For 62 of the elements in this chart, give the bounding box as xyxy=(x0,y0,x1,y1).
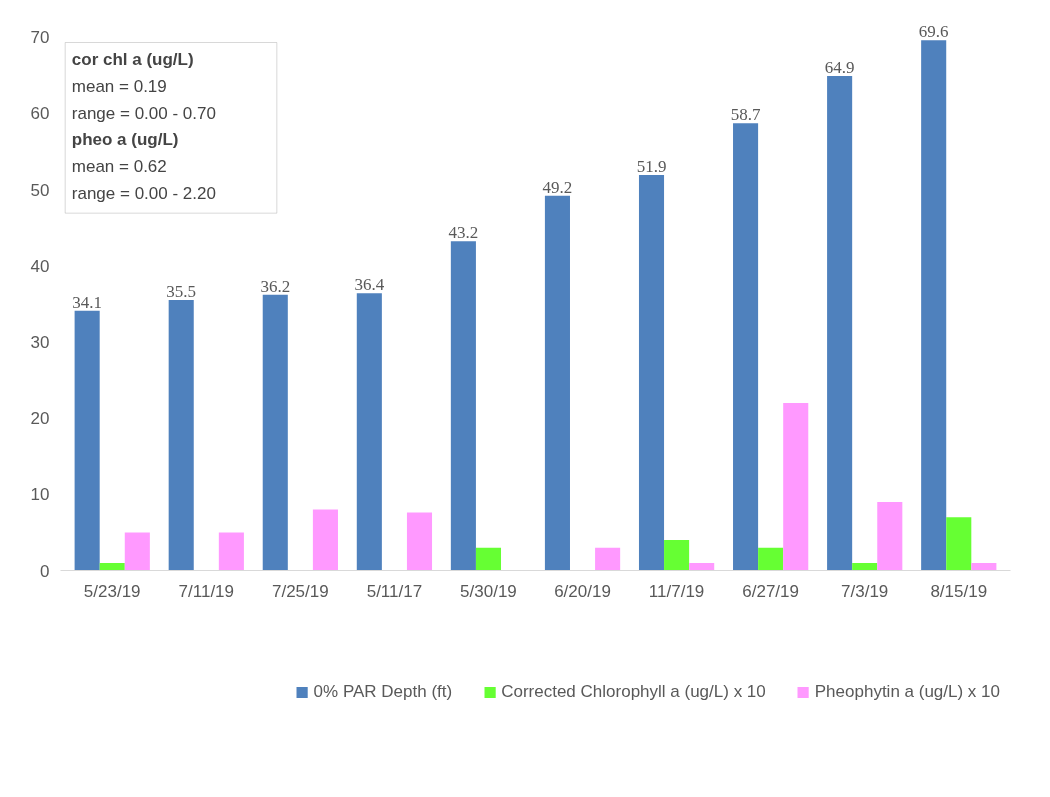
x-tick-label: 6/20/19 xyxy=(554,581,611,601)
legend-label: Pheophytin a (ug/L) x 10 xyxy=(814,681,1000,702)
annotation: mean = 0.62 xyxy=(71,156,167,176)
bar xyxy=(356,293,382,571)
bar xyxy=(544,195,570,571)
data-label: 36.2 xyxy=(260,276,291,296)
bar xyxy=(262,294,288,571)
bar xyxy=(638,175,665,571)
x-tick-label: 6/27/19 xyxy=(742,581,800,601)
bar xyxy=(124,532,150,571)
data-label: 51.9 xyxy=(636,157,667,177)
bar xyxy=(406,512,433,571)
x-tick-label: 7/25/19 xyxy=(271,581,329,601)
bar xyxy=(74,310,100,571)
bar xyxy=(475,547,502,571)
data-label: 49.2 xyxy=(542,177,573,197)
y-tick-label: 40 xyxy=(30,256,50,276)
data-label: 64.9 xyxy=(824,58,855,78)
data-label: 36.4 xyxy=(354,275,385,295)
x-tick-label: 7/3/19 xyxy=(841,581,889,601)
annotation: range = 0.00 - 0.70 xyxy=(71,103,216,123)
bar xyxy=(971,562,997,571)
bar xyxy=(877,501,903,571)
bar xyxy=(758,547,784,571)
bar xyxy=(921,40,947,571)
y-tick-label: 20 xyxy=(30,409,50,429)
annotation: range = 0.00 - 2.20 xyxy=(71,183,216,203)
annotation: mean = 0.19 xyxy=(71,76,167,96)
x-tick-label: 7/11/19 xyxy=(178,581,235,601)
bar xyxy=(450,241,476,571)
annotation: cor chl a (ug/L) xyxy=(71,50,194,70)
x-tick-label: 11/7/19 xyxy=(648,581,705,601)
bar xyxy=(595,547,621,571)
data-label: 69.6 xyxy=(918,22,949,42)
x-tick-label: 5/11/17 xyxy=(366,581,423,601)
x-tick-label: 5/30/19 xyxy=(460,581,517,601)
x-tick-label: 8/15/19 xyxy=(930,581,988,601)
data-label: 34.1 xyxy=(72,292,103,312)
data-label: 35.5 xyxy=(166,282,197,302)
bar xyxy=(852,562,878,571)
y-tick-label: 70 xyxy=(30,28,50,48)
bar xyxy=(783,402,809,571)
y-tick-label: 10 xyxy=(30,485,50,505)
bar xyxy=(689,562,715,571)
legend-label: Corrected Chlorophyll a (ug/L) x 10 xyxy=(501,681,766,702)
bar xyxy=(312,509,338,571)
bar xyxy=(99,562,125,571)
bar xyxy=(168,300,194,571)
y-tick-label: 60 xyxy=(30,104,50,124)
data-label: 43.2 xyxy=(448,223,479,243)
legend-label: 0% PAR Depth (ft) xyxy=(313,681,453,702)
y-tick-label: 50 xyxy=(30,180,50,200)
y-tick-label: 30 xyxy=(30,332,50,352)
bar xyxy=(827,76,853,571)
annotation: pheo a (ug/L) xyxy=(71,130,179,150)
y-tick-label: 0 xyxy=(40,561,50,581)
x-tick-label: 5/23/19 xyxy=(83,581,141,601)
data-label: 58.7 xyxy=(730,105,761,125)
bar xyxy=(733,123,759,571)
bar xyxy=(946,517,972,571)
bar xyxy=(218,532,244,571)
bar xyxy=(664,540,690,571)
